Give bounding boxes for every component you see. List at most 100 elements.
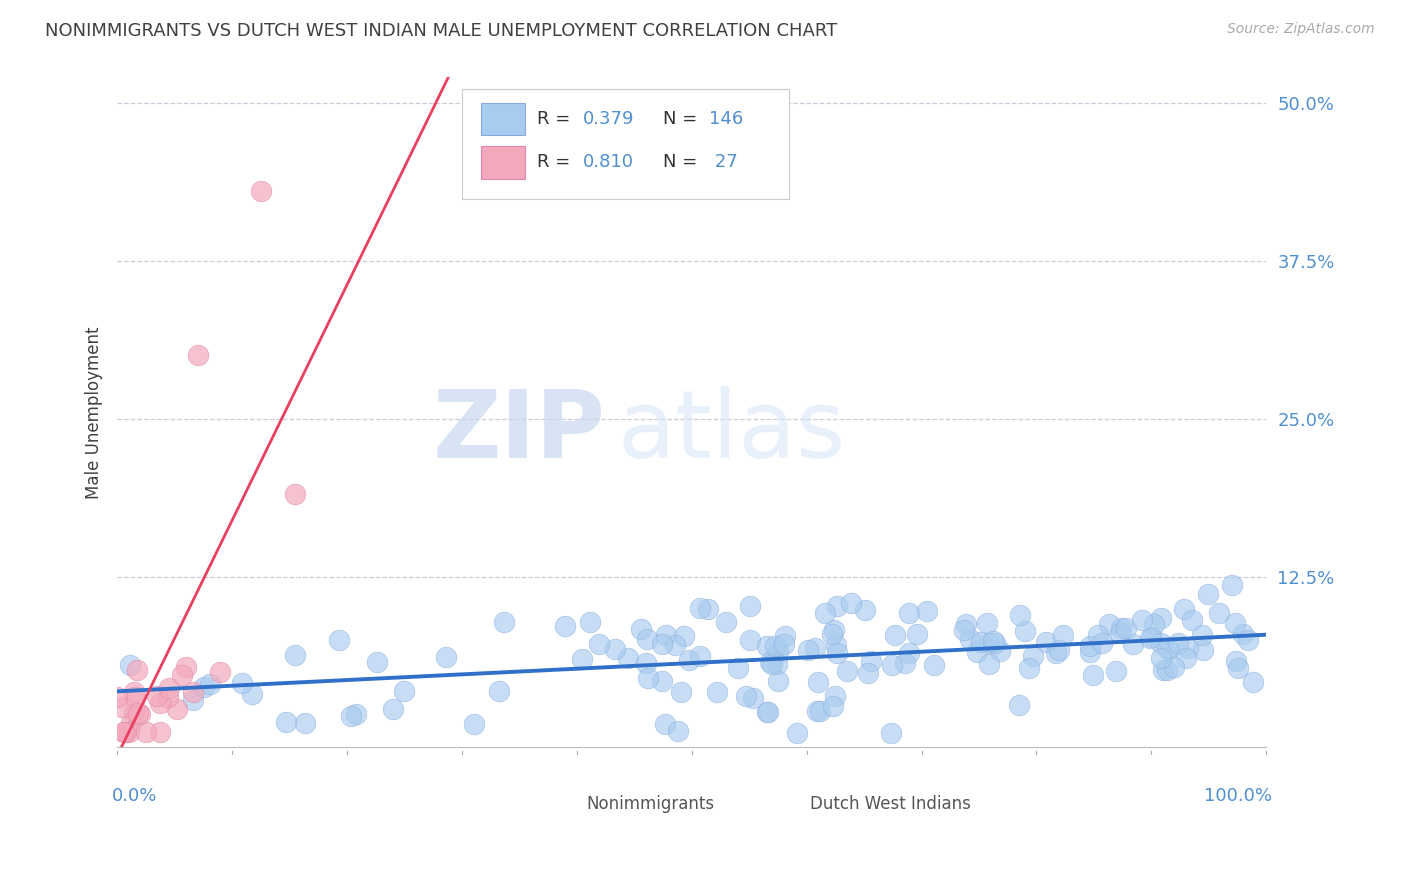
Point [1181, 613, 1204, 627]
Point [118, 725, 141, 739]
Point [148, 696, 170, 710]
Point [893, 656, 915, 670]
Point [1156, 641, 1178, 656]
Point [1226, 661, 1249, 675]
Point [172, 668, 194, 682]
Y-axis label: Male Unemployment: Male Unemployment [86, 326, 103, 499]
Point [1223, 616, 1246, 631]
Point [853, 603, 876, 617]
Text: NONIMMIGRANTS VS DUTCH WEST INDIAN MALE UNEMPLOYMENT CORRELATION CHART: NONIMMIGRANTS VS DUTCH WEST INDIAN MALE … [45, 22, 837, 40]
Point [492, 615, 515, 629]
Point [806, 704, 828, 718]
Point [1115, 621, 1137, 635]
Point [328, 633, 350, 648]
Point [115, 725, 138, 739]
Point [112, 725, 135, 739]
Point [1150, 651, 1173, 665]
Point [977, 657, 1000, 672]
Point [571, 652, 593, 666]
Point [808, 704, 831, 718]
Point [111, 699, 134, 714]
Point [1143, 616, 1166, 631]
Point [1078, 639, 1101, 653]
Point [294, 715, 316, 730]
Point [1045, 646, 1067, 660]
Point [166, 702, 188, 716]
Point [1191, 628, 1213, 642]
Point [955, 617, 977, 632]
Point [1105, 664, 1128, 678]
Point [738, 633, 761, 648]
Point [1052, 628, 1074, 642]
Point [689, 649, 711, 664]
Bar [766, 793, 803, 816]
Bar [481, 103, 524, 135]
Point [1156, 663, 1178, 677]
Point [208, 665, 231, 680]
Point [1220, 578, 1243, 592]
Point [174, 660, 197, 674]
Point [922, 658, 945, 673]
Point [274, 715, 297, 730]
Point [738, 599, 761, 613]
Point [125, 663, 148, 677]
Point [637, 672, 659, 686]
Point [1139, 631, 1161, 645]
Point [1122, 637, 1144, 651]
FancyBboxPatch shape [463, 89, 789, 199]
Point [187, 348, 209, 362]
Text: 100.0%: 100.0% [1204, 788, 1272, 805]
Point [858, 665, 880, 680]
Point [756, 705, 779, 719]
Point [1241, 674, 1264, 689]
Bar [481, 146, 524, 178]
Point [741, 691, 763, 706]
Point [766, 674, 789, 689]
Point [1173, 602, 1195, 616]
Point [122, 705, 145, 719]
Point [654, 716, 676, 731]
Point [1175, 650, 1198, 665]
Point [1078, 645, 1101, 659]
Point [825, 646, 848, 660]
Point [157, 681, 180, 695]
Point [1091, 636, 1114, 650]
Point [823, 624, 845, 638]
Point [120, 658, 142, 673]
Point [669, 685, 692, 699]
Point [146, 689, 169, 703]
Point [603, 642, 626, 657]
Point [959, 632, 981, 646]
Point [1191, 643, 1213, 657]
Point [825, 638, 848, 652]
Point [814, 607, 837, 621]
Point [821, 699, 844, 714]
Point [127, 706, 149, 720]
Point [124, 690, 146, 705]
Point [148, 725, 170, 739]
Point [825, 599, 848, 613]
Point [655, 628, 678, 642]
Point [1150, 611, 1173, 625]
Point [231, 676, 253, 690]
Point [616, 651, 638, 665]
Point [664, 638, 686, 652]
Point [897, 606, 920, 620]
Point [120, 715, 142, 730]
Point [773, 637, 796, 651]
Text: R =: R = [537, 153, 575, 171]
Point [1018, 660, 1040, 674]
Point [193, 680, 215, 694]
Point [727, 661, 749, 675]
Text: Dutch West Indians: Dutch West Indians [810, 795, 972, 814]
Point [1014, 624, 1036, 638]
Point [915, 604, 938, 618]
Point [1159, 641, 1181, 656]
Point [588, 637, 610, 651]
Point [135, 725, 157, 739]
Point [1022, 649, 1045, 664]
Text: 0.810: 0.810 [582, 153, 634, 171]
Text: R =: R = [537, 110, 575, 128]
Point [1237, 632, 1260, 647]
Point [756, 705, 779, 719]
